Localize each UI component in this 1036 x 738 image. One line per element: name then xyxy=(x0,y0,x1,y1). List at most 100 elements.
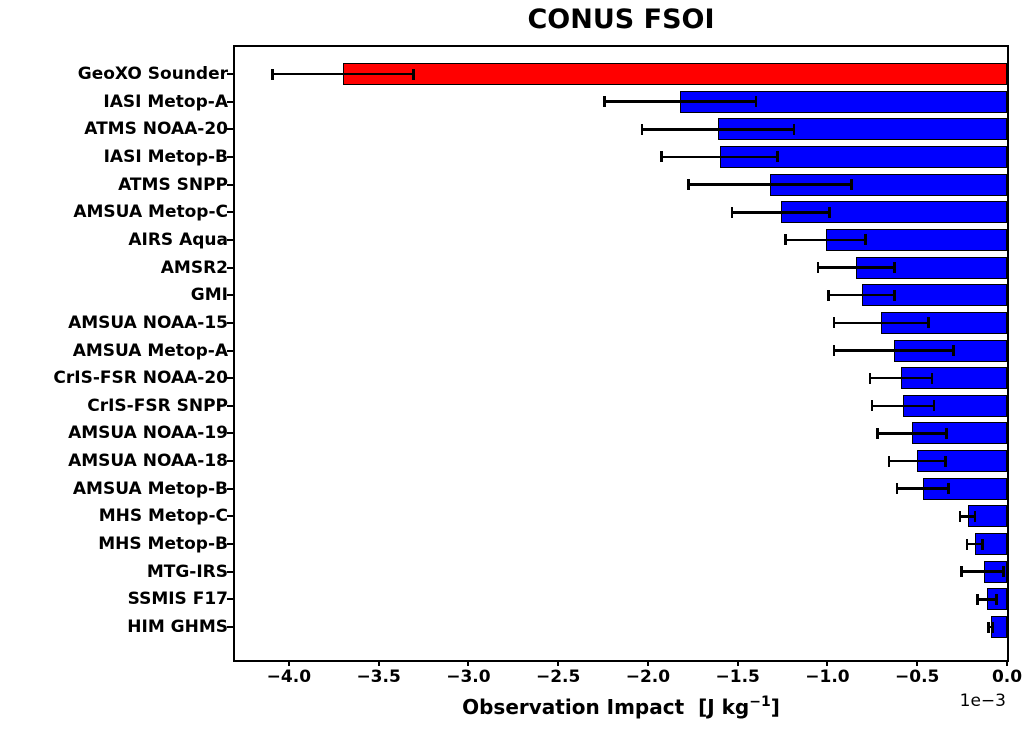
error-bar xyxy=(687,183,853,186)
x-tick-mark xyxy=(377,660,380,666)
error-bar xyxy=(895,487,950,491)
error-bar-cap xyxy=(270,68,274,80)
y-tick-mark xyxy=(227,266,233,269)
y-tick-label: AMSUA NOAA-18 xyxy=(68,451,228,472)
y-tick-label: MHS Metop-B xyxy=(98,534,228,555)
error-bar xyxy=(784,238,867,242)
error-bar-cap xyxy=(987,621,990,633)
error-bar-cap xyxy=(981,538,984,550)
y-tick-mark xyxy=(227,432,233,435)
error-bar xyxy=(887,459,947,463)
y-tick-label: AMSUA NOAA-15 xyxy=(68,312,228,333)
error-bar-cap xyxy=(887,455,891,467)
x-tick-label: −3.0 xyxy=(446,667,491,687)
error-bar-cap xyxy=(945,427,948,439)
error-bar-cap xyxy=(411,68,415,80)
error-bar-cap xyxy=(958,510,962,522)
y-tick-mark xyxy=(227,155,233,158)
x-tick-label: −2.5 xyxy=(535,667,581,687)
x-tick-mark xyxy=(467,660,470,666)
error-bar-cap xyxy=(868,372,872,384)
error-bar-cap xyxy=(930,372,934,384)
error-bar-cap xyxy=(776,151,779,163)
y-tick-mark xyxy=(227,294,233,297)
error-bar xyxy=(827,293,896,297)
error-bar xyxy=(603,100,758,103)
y-tick-mark xyxy=(227,100,233,103)
y-tick-label: CrIS-FSR SNPP xyxy=(87,395,228,416)
chart-title: CONUS FSOI xyxy=(527,4,715,35)
y-tick-label: AMSUA NOAA-19 xyxy=(68,423,228,444)
plot-area xyxy=(227,45,1009,666)
error-bar-cap xyxy=(864,234,867,246)
error-bar-cap xyxy=(832,317,836,329)
x-tick-mark xyxy=(826,660,829,666)
error-bar xyxy=(965,542,984,546)
x-tick-label: 0.0 xyxy=(991,667,1023,687)
y-tick-mark xyxy=(227,570,233,573)
error-bar-cap xyxy=(792,123,796,135)
error-bar-cap xyxy=(687,179,691,191)
error-bar-cap xyxy=(832,345,836,356)
axis-offset-text: 1e−3 xyxy=(959,691,1006,711)
x-tick-label: −3.5 xyxy=(356,667,401,687)
error-bar-cap xyxy=(730,206,734,218)
error-bar-cap xyxy=(875,427,879,439)
error-bar-cap xyxy=(870,400,874,412)
y-tick-label: IASI Metop-A xyxy=(103,91,228,112)
x-tick-mark xyxy=(646,660,649,666)
x-tick-label: −1.5 xyxy=(715,667,760,687)
y-tick-label: ATMS NOAA-20 xyxy=(84,119,228,140)
error-bar-cap xyxy=(946,483,950,495)
y-tick-label: MHS Metop-C xyxy=(98,506,228,527)
y-tick-mark xyxy=(227,543,233,546)
y-tick-label: AIRS Aqua xyxy=(128,229,228,250)
x-tick-label: −1.0 xyxy=(805,667,850,687)
error-bar xyxy=(960,570,1005,573)
y-tick-mark xyxy=(227,321,233,324)
y-tick-label: AMSUA Metop-C xyxy=(73,202,228,223)
error-bar-cap xyxy=(932,400,936,412)
y-tick-label: AMSR2 xyxy=(160,257,228,278)
error-bar-cap xyxy=(754,96,758,108)
error-bar xyxy=(868,376,934,380)
error-bar-cap xyxy=(850,179,853,191)
y-tick-mark xyxy=(227,598,233,601)
error-bar-cap xyxy=(976,593,980,605)
x-tick-label: −2.0 xyxy=(625,667,671,687)
error-bar-cap xyxy=(660,151,664,163)
y-tick-label: AMSUA Metop-B xyxy=(72,478,228,499)
y-tick-label: CrIS-FSR NOAA-20 xyxy=(53,368,228,389)
y-tick-mark xyxy=(227,73,233,75)
error-bar xyxy=(832,349,955,352)
error-bar-cap xyxy=(827,289,831,301)
error-bar-cap xyxy=(603,96,606,108)
error-bar xyxy=(640,128,796,131)
y-tick-mark xyxy=(227,404,233,407)
y-tick-mark xyxy=(227,626,233,628)
x-axis-label-bracket: ] xyxy=(770,695,780,719)
y-tick-label: GeoXO Sounder xyxy=(77,64,228,84)
error-bar-cap xyxy=(965,538,969,550)
error-bar-cap xyxy=(927,317,930,329)
y-tick-label: SSMIS F17 xyxy=(127,589,228,610)
y-tick-mark xyxy=(227,238,233,241)
x-tick-mark xyxy=(916,660,919,666)
error-bar-cap xyxy=(893,262,896,274)
error-bar-cap xyxy=(893,289,896,301)
error-bar xyxy=(270,72,415,76)
error-bar xyxy=(870,404,936,408)
error-bar xyxy=(832,321,930,325)
x-tick-label: −0.5 xyxy=(895,667,940,687)
error-bar xyxy=(976,598,998,601)
y-tick-mark xyxy=(227,349,233,352)
y-axis-labels: GeoXO Sounder IASI Metop-A ATMS NOAA-20 IAS… xyxy=(0,0,228,738)
y-tick-label: AMSUA Metop-A xyxy=(72,340,228,361)
error-bar-cap xyxy=(973,510,977,522)
x-axis-label-text: Observation Impact [J kg xyxy=(462,695,750,719)
bar xyxy=(342,63,1007,85)
x-tick-label: −4.0 xyxy=(266,667,312,687)
error-bar-cap xyxy=(784,234,787,246)
y-tick-mark xyxy=(227,460,233,463)
error-bar-cap xyxy=(944,455,947,467)
